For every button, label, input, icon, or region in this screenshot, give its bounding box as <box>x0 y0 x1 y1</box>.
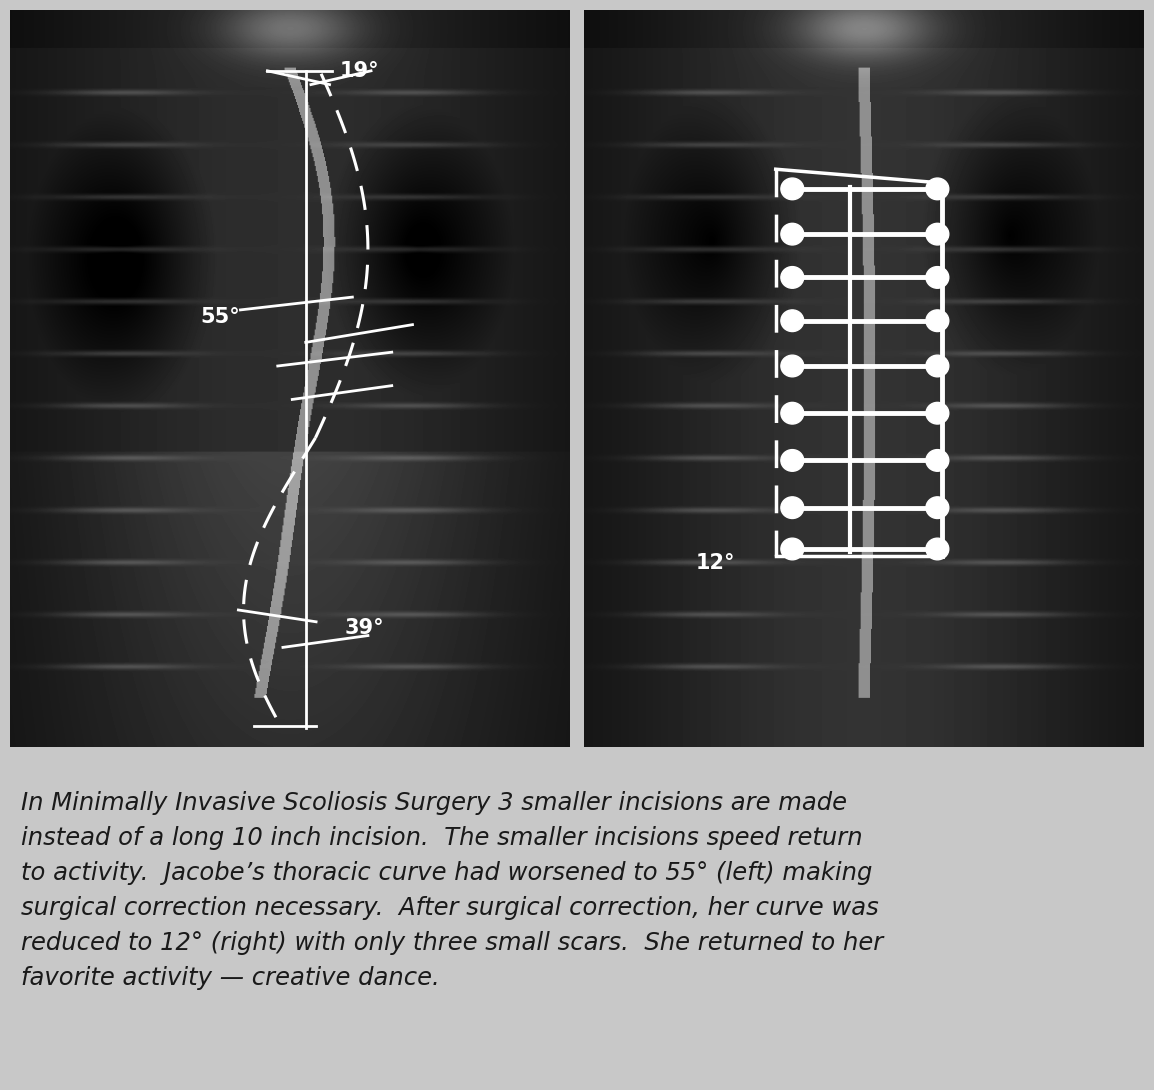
Circle shape <box>926 402 949 424</box>
Text: 55°: 55° <box>200 306 240 327</box>
Text: 19°: 19° <box>340 61 380 81</box>
Circle shape <box>926 267 949 288</box>
Text: 39°: 39° <box>344 618 384 638</box>
Circle shape <box>926 178 949 199</box>
Circle shape <box>781 497 803 519</box>
Text: In Minimally Invasive Scoliosis Surgery 3 smaller incisions are made
instead of : In Minimally Invasive Scoliosis Surgery … <box>21 790 883 990</box>
Circle shape <box>781 538 803 560</box>
Circle shape <box>781 402 803 424</box>
Circle shape <box>926 449 949 471</box>
Circle shape <box>781 449 803 471</box>
Circle shape <box>926 223 949 245</box>
Circle shape <box>781 223 803 245</box>
Circle shape <box>781 355 803 377</box>
Text: 12°: 12° <box>696 553 735 572</box>
Circle shape <box>781 267 803 288</box>
Circle shape <box>926 355 949 377</box>
Circle shape <box>926 497 949 519</box>
Circle shape <box>926 310 949 331</box>
Circle shape <box>926 538 949 560</box>
Circle shape <box>781 178 803 199</box>
Circle shape <box>781 310 803 331</box>
